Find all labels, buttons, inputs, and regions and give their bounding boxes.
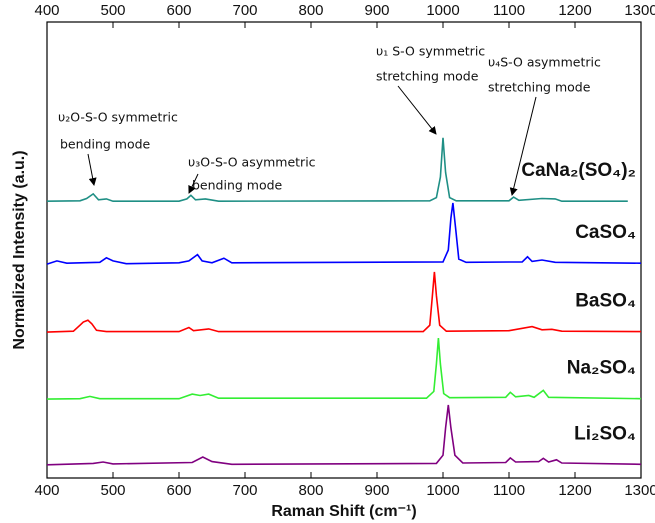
x-tick-label-top: 700 (232, 2, 257, 19)
x-tick-label: 900 (364, 482, 389, 499)
spectrum-line (46, 202, 642, 265)
x-tick-label: 1300 (624, 482, 655, 499)
legend-label: Li₂SO₄ (574, 423, 636, 444)
x-tick-label-top: 800 (298, 2, 323, 19)
x-tick-label-top: 1000 (426, 2, 459, 19)
x-tick-label: 600 (166, 482, 191, 499)
arrow (509, 96, 537, 196)
annotation: υ₁ S-O symmetric (376, 44, 485, 59)
x-tick-label: 500 (100, 482, 125, 499)
x-tick-label-top: 1200 (558, 2, 591, 19)
x-tick-label-top: 500 (100, 2, 125, 19)
arrow (87, 153, 97, 186)
x-tick-label-top: 400 (34, 2, 59, 19)
annotation: υ₃O-S-O asymmetric (188, 155, 316, 170)
spectrum-line (46, 337, 642, 400)
legend-label: Na₂SO₄ (567, 358, 636, 379)
legend-label: CaNa₂(SO₄)₂ (521, 160, 636, 181)
annotation: bending mode (60, 137, 151, 152)
x-axis-label: Raman Shift (cm⁻¹) (271, 503, 416, 520)
x-tick-label-top: 1300 (624, 2, 655, 19)
x-tick-label-top: 1100 (493, 2, 525, 19)
annotation: stretching mode (376, 69, 479, 84)
x-tick-label: 800 (298, 482, 323, 499)
x-tick-label: 1100 (493, 482, 525, 499)
arrow (397, 85, 437, 135)
x-tick-label: 700 (232, 482, 257, 499)
x-tick-label: 1000 (426, 482, 459, 499)
x-tick-label-top: 600 (166, 2, 191, 19)
annotation: stretching mode (488, 80, 591, 95)
legend-label: CaSO₄ (575, 222, 636, 243)
plot-frame (46, 21, 642, 479)
x-tick-label-top: 900 (364, 2, 389, 19)
annotation: υ₄S-O asymmetric (488, 55, 601, 70)
x-tick-label: 400 (34, 482, 59, 499)
annotation: bending mode (192, 178, 283, 193)
annotations: υ₂O-S-O symmetric bending mode υ₃O-S-O a… (58, 44, 601, 196)
annotation: υ₂O-S-O symmetric (58, 110, 178, 125)
x-tick-label: 1200 (558, 482, 591, 499)
y-axis-label: Normalized Intensity (a.u.) (11, 150, 28, 349)
spectrum-line (46, 137, 628, 203)
legend-label: BaSO₄ (575, 291, 636, 312)
spectrum-line (46, 404, 642, 466)
spectrum-line (46, 271, 642, 333)
arrow (188, 173, 199, 194)
